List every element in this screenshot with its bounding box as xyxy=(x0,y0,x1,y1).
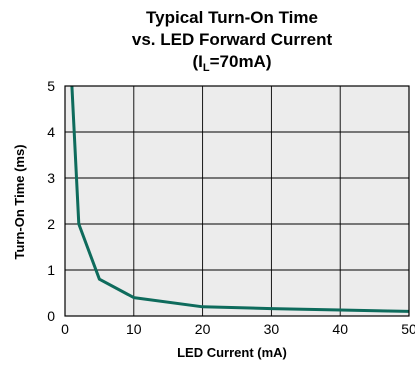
x-axis-label: LED Current (mA) xyxy=(177,345,287,360)
chart-title-line-2: vs. LED Forward Current xyxy=(132,30,333,49)
series-layer xyxy=(70,85,410,313)
y-tick-label: 4 xyxy=(47,124,55,140)
y-tick-labels: 0 1 2 3 4 5 xyxy=(47,78,55,324)
x-tick-label: 0 xyxy=(61,321,69,337)
y-axis-label: Turn-On Time (ms) xyxy=(12,144,27,259)
y-tick-label: 5 xyxy=(47,78,55,94)
x-tick-label: 40 xyxy=(332,321,348,337)
grid-lines xyxy=(65,86,409,316)
plot-area xyxy=(65,86,409,316)
chart-title-line-3: (IL=70mA) xyxy=(192,52,271,74)
chart-title-line-1: Typical Turn-On Time xyxy=(146,8,318,27)
y-tick-label: 0 xyxy=(47,308,55,324)
y-tick-label: 2 xyxy=(47,216,55,232)
chart-title-param-suffix: =70mA) xyxy=(210,52,272,71)
y-tick-label: 3 xyxy=(47,170,55,186)
chart-title-param-subscript: L xyxy=(203,62,210,74)
plot-frame xyxy=(64,85,410,317)
x-tick-label: 50 xyxy=(401,321,415,337)
x-tick-label: 20 xyxy=(195,321,211,337)
x-tick-label: 30 xyxy=(264,321,280,337)
x-tick-labels: 0 10 20 30 40 50 xyxy=(61,321,415,337)
chart-title-param-prefix: (I xyxy=(192,52,202,71)
series-line xyxy=(70,85,410,313)
x-tick-label: 10 xyxy=(126,321,142,337)
y-tick-label: 1 xyxy=(47,262,55,278)
